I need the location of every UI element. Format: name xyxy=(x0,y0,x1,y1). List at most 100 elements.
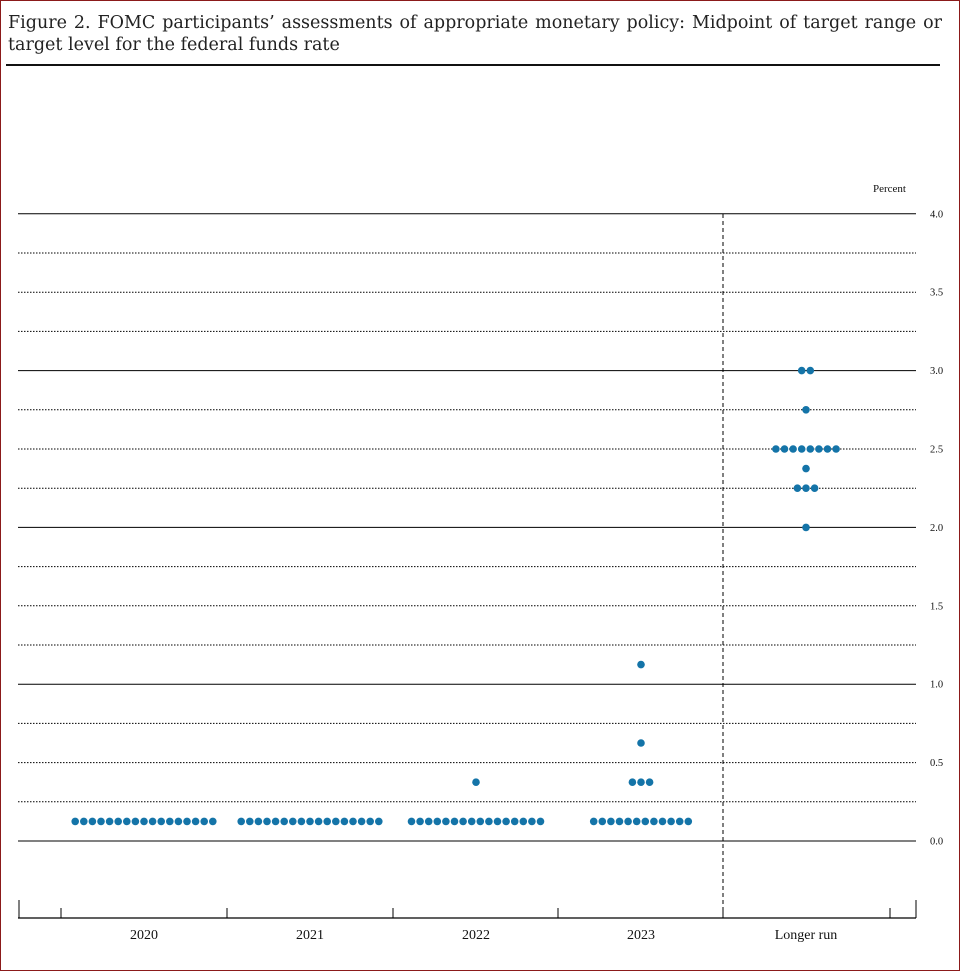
data-dot xyxy=(467,817,476,826)
data-dot xyxy=(780,445,789,453)
data-dot xyxy=(289,817,297,826)
data-dot xyxy=(375,817,383,826)
data-dot xyxy=(123,817,131,826)
data-dot xyxy=(357,817,366,826)
x-category-label: 2021 xyxy=(296,928,324,943)
data-dot xyxy=(510,817,519,826)
data-dot xyxy=(615,817,624,826)
figure-title: Figure 2. FOMC participants’ assessments… xyxy=(8,13,942,55)
y-tick-label: 0.5 xyxy=(930,758,943,769)
data-dot xyxy=(519,817,528,826)
x-category-label: Longer run xyxy=(775,928,838,943)
x-category-label: 2023 xyxy=(627,928,655,943)
data-dot xyxy=(589,817,598,826)
data-dot xyxy=(71,817,79,826)
data-dot xyxy=(793,484,802,493)
data-dot xyxy=(450,817,459,826)
data-dot xyxy=(314,817,323,826)
data-dot xyxy=(632,817,641,826)
data-dot xyxy=(789,445,797,453)
data-dot xyxy=(832,445,840,453)
data-dot xyxy=(416,817,424,826)
data-dot xyxy=(306,817,314,826)
data-dot xyxy=(485,817,493,826)
data-dot xyxy=(433,817,442,826)
data-dot xyxy=(140,817,148,826)
data-dot xyxy=(183,817,191,826)
data-dot xyxy=(476,817,485,826)
data-dot xyxy=(254,817,263,826)
y-tick-label: 4.0 xyxy=(930,209,943,220)
data-dot xyxy=(200,817,208,826)
y-tick-label: 3.5 xyxy=(930,288,943,299)
data-dot xyxy=(637,660,645,669)
data-dot xyxy=(493,817,502,826)
data-dot xyxy=(166,817,174,826)
data-dot xyxy=(237,817,245,826)
data-dot xyxy=(806,445,815,453)
data-dot xyxy=(407,817,416,826)
data-dot xyxy=(624,817,632,826)
data-dot xyxy=(459,817,467,826)
data-dot xyxy=(802,523,810,532)
data-dot xyxy=(823,445,832,453)
data-dot xyxy=(598,817,607,826)
data-dot xyxy=(802,464,810,473)
data-dot xyxy=(802,406,810,414)
y-tick-label: 1.5 xyxy=(930,601,943,612)
data-dot xyxy=(536,817,545,826)
data-dot xyxy=(80,817,88,826)
data-dot xyxy=(810,484,819,493)
data-dot xyxy=(675,817,684,826)
data-dot xyxy=(472,778,480,786)
data-dot xyxy=(340,817,349,826)
data-dot xyxy=(442,817,450,826)
data-dot xyxy=(297,817,306,826)
data-dot xyxy=(191,817,200,826)
data-dot xyxy=(114,817,122,826)
data-dot xyxy=(271,817,280,826)
title-rule xyxy=(6,64,940,66)
data-dot xyxy=(424,817,433,826)
data-dot xyxy=(502,817,510,826)
data-dot xyxy=(148,817,157,826)
y-tick-label: 2.0 xyxy=(930,523,943,534)
data-dot xyxy=(684,817,693,826)
y-tick-label: 0.0 xyxy=(930,837,943,848)
data-dot xyxy=(797,445,806,453)
y-tick-label: 3.0 xyxy=(930,366,943,377)
data-dot xyxy=(528,817,536,826)
data-dot xyxy=(174,817,183,826)
data-dot xyxy=(263,817,271,826)
data-dot xyxy=(607,817,615,826)
y-tick-label: 1.0 xyxy=(930,680,943,691)
data-dot xyxy=(802,484,810,493)
data-dot xyxy=(157,817,165,826)
data-dot xyxy=(97,817,105,826)
data-dot xyxy=(815,445,823,453)
data-dot xyxy=(645,778,654,786)
data-dot xyxy=(806,366,815,375)
data-dot xyxy=(637,739,645,747)
data-dot xyxy=(658,817,667,826)
data-dot xyxy=(650,817,658,826)
data-dot xyxy=(332,817,340,826)
data-dot xyxy=(366,817,375,826)
data-dot xyxy=(88,817,97,826)
data-dot xyxy=(131,817,140,826)
data-dot xyxy=(641,817,650,826)
data-dot xyxy=(209,817,217,826)
data-dot xyxy=(667,817,675,826)
data-dot xyxy=(246,817,254,826)
x-category-label: 2020 xyxy=(130,928,158,943)
data-dot xyxy=(772,445,780,453)
data-dot xyxy=(628,778,637,786)
x-category-label: 2022 xyxy=(462,928,490,943)
data-dot xyxy=(280,817,289,826)
data-dot xyxy=(349,817,357,826)
y-axis-unit-label: Percent xyxy=(873,183,906,195)
data-dot xyxy=(323,817,332,826)
data-dot xyxy=(105,817,114,826)
data-dot xyxy=(797,366,806,375)
